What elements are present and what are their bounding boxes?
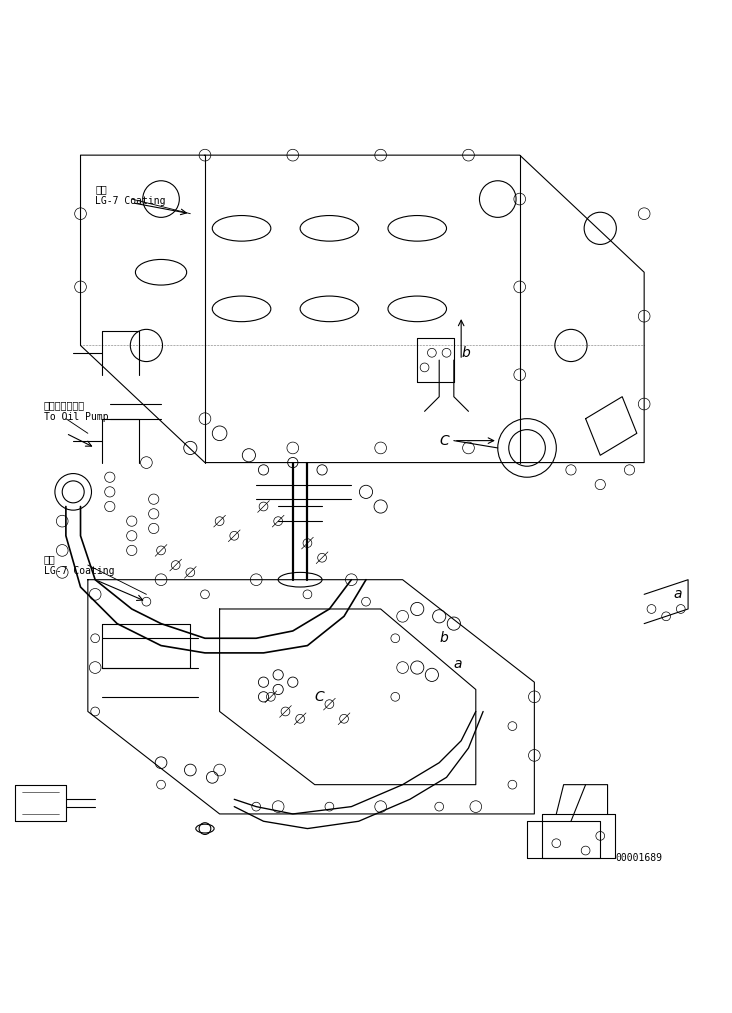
Text: 塗布
LG-7 Coating: 塗布 LG-7 Coating [44, 554, 114, 575]
Text: C: C [315, 690, 324, 704]
Text: a: a [454, 656, 463, 671]
Text: b: b [461, 345, 470, 360]
Text: オイルポンプへ
To Oil Pump: オイルポンプへ To Oil Pump [44, 400, 108, 422]
Text: b: b [439, 631, 448, 645]
Text: 00001689: 00001689 [615, 853, 662, 863]
Text: a: a [673, 588, 682, 602]
Text: C: C [439, 434, 449, 448]
Text: 塗布
LG-7 Coating: 塗布 LG-7 Coating [95, 184, 165, 207]
